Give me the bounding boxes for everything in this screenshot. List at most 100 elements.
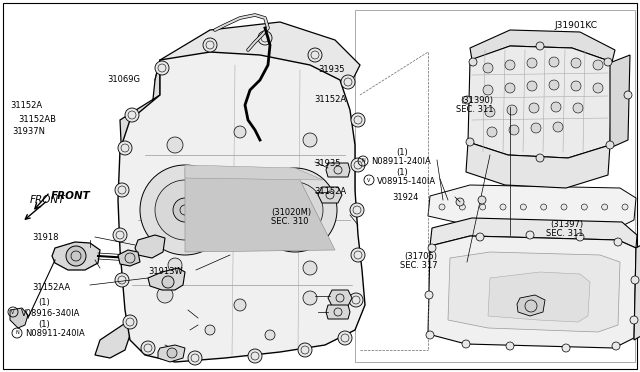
Text: SEC. 311: SEC. 311 <box>546 230 584 238</box>
Circle shape <box>529 103 539 113</box>
Circle shape <box>351 248 365 262</box>
Circle shape <box>479 204 486 210</box>
Text: (31390): (31390) <box>460 96 493 106</box>
Circle shape <box>205 325 215 335</box>
Circle shape <box>593 60 603 70</box>
Text: J31901KC: J31901KC <box>554 22 597 31</box>
Circle shape <box>167 137 183 153</box>
Circle shape <box>351 113 365 127</box>
Circle shape <box>507 105 517 115</box>
Polygon shape <box>52 242 100 270</box>
Circle shape <box>308 48 322 62</box>
Circle shape <box>113 228 127 242</box>
Polygon shape <box>95 60 160 358</box>
Polygon shape <box>185 168 335 252</box>
Polygon shape <box>118 52 365 362</box>
Polygon shape <box>466 142 610 188</box>
Text: 31924: 31924 <box>392 193 419 202</box>
Circle shape <box>141 341 155 355</box>
Polygon shape <box>517 295 545 316</box>
Polygon shape <box>634 240 640 340</box>
Circle shape <box>303 133 317 147</box>
Circle shape <box>298 343 312 357</box>
Text: V08915-140IA: V08915-140IA <box>377 176 436 186</box>
Circle shape <box>549 80 559 90</box>
Circle shape <box>341 75 355 89</box>
Circle shape <box>66 246 86 266</box>
Polygon shape <box>610 55 630 148</box>
Circle shape <box>115 273 129 287</box>
Polygon shape <box>10 308 28 328</box>
Circle shape <box>203 38 217 52</box>
Text: 31069G: 31069G <box>107 76 140 84</box>
Polygon shape <box>135 235 165 258</box>
Text: FRONT: FRONT <box>30 195 65 205</box>
Circle shape <box>576 233 584 241</box>
Text: N: N <box>15 330 19 336</box>
Text: N: N <box>361 158 365 164</box>
Circle shape <box>466 138 474 146</box>
Circle shape <box>188 351 202 365</box>
Circle shape <box>253 168 337 252</box>
Circle shape <box>125 108 139 122</box>
Circle shape <box>123 315 137 329</box>
Text: 31152A: 31152A <box>10 102 42 110</box>
Text: (31020M): (31020M) <box>271 208 311 217</box>
Circle shape <box>483 85 493 95</box>
Circle shape <box>509 125 519 135</box>
Polygon shape <box>318 187 342 203</box>
Circle shape <box>581 204 588 210</box>
Circle shape <box>571 58 581 68</box>
Circle shape <box>267 182 323 238</box>
Text: 31935: 31935 <box>318 65 344 74</box>
Text: (31397): (31397) <box>550 221 583 230</box>
Circle shape <box>531 123 541 133</box>
Circle shape <box>155 61 169 75</box>
Polygon shape <box>326 163 350 177</box>
Circle shape <box>167 348 177 358</box>
Circle shape <box>485 107 495 117</box>
Circle shape <box>551 102 561 112</box>
Text: SEC. 317: SEC. 317 <box>400 260 438 269</box>
Polygon shape <box>470 30 615 62</box>
Circle shape <box>462 340 470 348</box>
Circle shape <box>630 316 638 324</box>
Polygon shape <box>428 236 636 348</box>
Text: SEC. 310: SEC. 310 <box>271 217 308 225</box>
Polygon shape <box>118 250 140 266</box>
Circle shape <box>553 122 563 132</box>
Text: 31152A: 31152A <box>314 187 346 196</box>
Circle shape <box>351 158 365 172</box>
Circle shape <box>284 199 306 221</box>
Text: (1): (1) <box>396 148 408 157</box>
Text: V08916-340IA: V08916-340IA <box>21 308 81 317</box>
Text: 31937N: 31937N <box>12 128 45 137</box>
Polygon shape <box>155 22 360 95</box>
Circle shape <box>505 83 515 93</box>
Circle shape <box>303 291 317 305</box>
Circle shape <box>469 58 477 66</box>
Text: 31152AB: 31152AB <box>18 115 56 125</box>
Text: V: V <box>12 310 15 314</box>
Circle shape <box>265 330 275 340</box>
Circle shape <box>624 91 632 99</box>
Circle shape <box>541 204 547 210</box>
Circle shape <box>157 287 173 303</box>
Circle shape <box>460 204 465 210</box>
Circle shape <box>162 276 174 288</box>
Circle shape <box>604 58 612 66</box>
Polygon shape <box>148 268 185 290</box>
Text: (1): (1) <box>396 167 408 176</box>
Circle shape <box>478 196 486 204</box>
Circle shape <box>115 183 129 197</box>
Circle shape <box>483 63 493 73</box>
Text: V: V <box>367 177 371 183</box>
Text: N08911-240IA: N08911-240IA <box>25 330 84 339</box>
Circle shape <box>487 127 497 137</box>
Circle shape <box>155 180 215 240</box>
Circle shape <box>425 291 433 299</box>
Text: (1): (1) <box>38 298 50 308</box>
Circle shape <box>612 342 620 350</box>
Circle shape <box>426 331 434 339</box>
Polygon shape <box>488 272 590 322</box>
